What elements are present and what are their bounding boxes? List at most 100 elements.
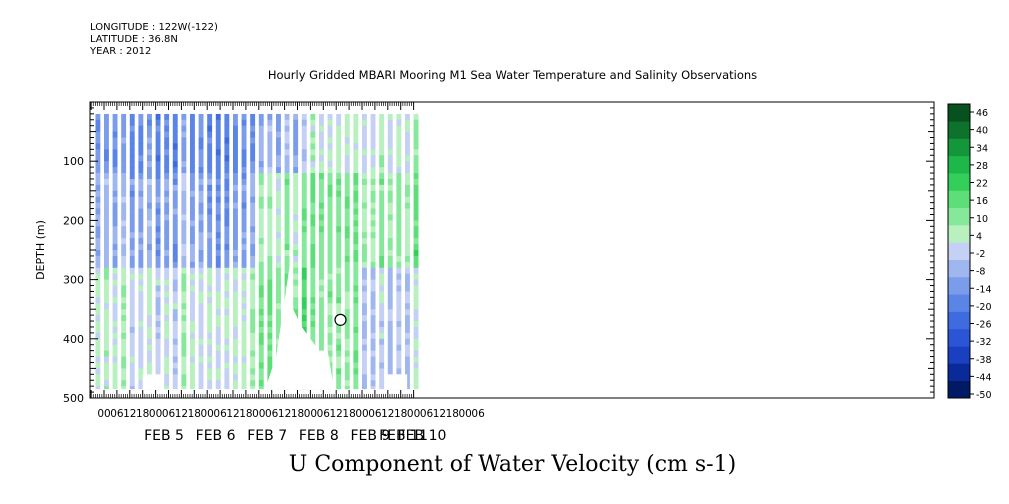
colorbar-label: 46 xyxy=(976,108,988,119)
field-cell xyxy=(353,173,359,180)
field-cell xyxy=(164,208,170,216)
field-cell xyxy=(344,374,350,381)
field-cell xyxy=(181,250,187,257)
field-cell xyxy=(310,291,316,298)
field-cell xyxy=(370,285,376,293)
field-cell xyxy=(190,250,195,257)
field-cell xyxy=(319,226,324,233)
field-cell xyxy=(241,184,247,192)
field-cell xyxy=(344,380,350,387)
field-cell xyxy=(327,226,333,233)
field-cell xyxy=(250,380,256,387)
field-cell xyxy=(336,356,342,364)
field-cell xyxy=(104,309,109,316)
field-cell xyxy=(293,226,299,233)
field-cell xyxy=(215,380,221,387)
field-cell xyxy=(190,161,195,168)
field-cell xyxy=(198,149,204,156)
field-cell xyxy=(413,350,419,358)
field-cell xyxy=(215,326,221,334)
field-cell xyxy=(181,238,187,245)
field-cell xyxy=(344,184,350,192)
field-cell xyxy=(344,297,350,304)
field-cell xyxy=(129,232,135,239)
field-cell xyxy=(387,196,393,204)
field-cell xyxy=(198,285,204,293)
field-cell xyxy=(353,380,359,387)
field-cell xyxy=(129,303,135,310)
field-cell xyxy=(155,232,161,239)
field-cell xyxy=(396,291,402,298)
field-cell xyxy=(310,167,316,174)
field-cell xyxy=(95,344,101,352)
field-cell xyxy=(327,350,333,358)
field-cell xyxy=(155,267,161,275)
field-cell xyxy=(319,309,324,316)
field-cell xyxy=(138,125,144,133)
field-cell xyxy=(155,190,161,198)
field-cell xyxy=(215,338,221,346)
field-cell xyxy=(198,261,204,269)
field-cell xyxy=(250,167,256,174)
field-cell xyxy=(405,173,410,180)
field-cell xyxy=(215,167,221,174)
field-cell xyxy=(164,303,170,310)
field-cell xyxy=(344,309,350,316)
x-day-label: FEB 8 xyxy=(299,428,339,444)
field-cell xyxy=(181,125,187,133)
field-cell xyxy=(233,250,238,257)
field-cell xyxy=(301,291,307,298)
field-cell xyxy=(129,250,135,257)
field-cell xyxy=(104,202,109,210)
field-cell xyxy=(387,309,393,316)
field-cell xyxy=(405,386,410,390)
field-cell xyxy=(336,131,342,139)
field-cell xyxy=(250,250,256,257)
field-cell xyxy=(276,232,281,239)
field-cell xyxy=(233,326,238,334)
field-cell xyxy=(327,161,333,168)
field-cell xyxy=(172,255,178,263)
field-cell xyxy=(267,149,273,156)
field-cell xyxy=(405,226,410,233)
field-cell xyxy=(396,238,402,245)
field-cell xyxy=(250,220,256,227)
field-cell xyxy=(267,326,273,334)
field-cell xyxy=(276,202,281,210)
field-cell xyxy=(301,226,307,233)
x-day-label: FEB 6 xyxy=(196,428,236,444)
colorbar-segment xyxy=(948,242,970,260)
field-cell xyxy=(121,226,127,233)
field-cell xyxy=(362,350,367,358)
field-cell xyxy=(405,238,410,245)
field-cell xyxy=(181,155,187,162)
field-cell xyxy=(319,131,324,139)
field-cell xyxy=(181,244,187,251)
field-cell xyxy=(353,297,359,304)
colorbar-label: 4 xyxy=(976,231,982,242)
field-cell xyxy=(190,220,195,227)
field-cell xyxy=(387,167,393,174)
field-cell xyxy=(250,273,256,281)
field-cell xyxy=(241,255,247,263)
field-cell xyxy=(387,143,393,150)
field-cell xyxy=(284,119,290,127)
field-cell xyxy=(336,161,342,168)
field-cell xyxy=(164,338,170,346)
field-cell xyxy=(344,143,350,150)
field-cell xyxy=(267,119,273,127)
field-cell xyxy=(95,196,101,204)
field-cell xyxy=(147,149,152,156)
field-cell xyxy=(336,226,342,233)
field-cell xyxy=(138,214,144,221)
field-cell xyxy=(344,214,350,221)
field-cell xyxy=(319,167,324,174)
field-cell xyxy=(190,149,195,156)
field-cell xyxy=(233,386,238,390)
field-cell xyxy=(250,297,256,304)
field-cell xyxy=(353,362,359,369)
field-cell xyxy=(233,309,238,316)
field-cell xyxy=(224,208,230,216)
field-cell xyxy=(207,338,213,346)
field-cell xyxy=(387,184,393,192)
